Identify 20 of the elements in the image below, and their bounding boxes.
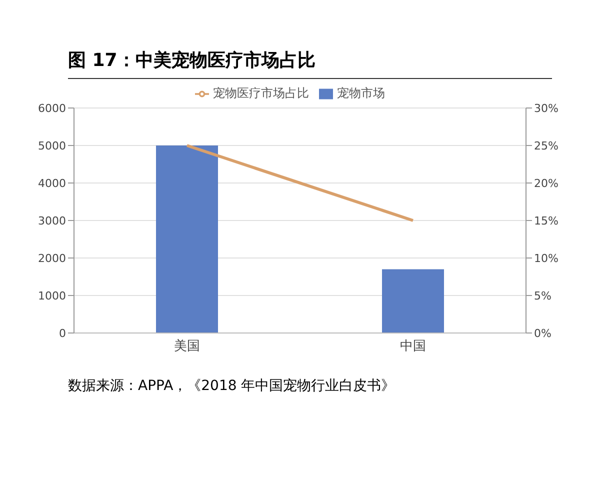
- y-tick-label: 3000: [38, 214, 66, 228]
- y2-tick-label: 0%: [534, 326, 552, 340]
- y2-tick-label: 25%: [534, 139, 558, 152]
- y-tick-label: 4000: [38, 176, 66, 190]
- x-tick-label: 美国: [174, 338, 200, 354]
- y2-tick-label: 5%: [534, 289, 552, 302]
- y2-tick-label: 15%: [534, 214, 558, 228]
- y-tick-label: 2000: [38, 252, 66, 265]
- legend-label: 宠物市场: [337, 86, 385, 100]
- y-tick-label: 1000: [38, 289, 66, 302]
- y-tick-label: 6000: [38, 102, 66, 115]
- y2-tick-label: 10%: [534, 252, 558, 265]
- y-tick-label: 5000: [38, 139, 66, 152]
- chart-title: 图 17：中美宠物医疗市场占比: [68, 8, 552, 79]
- x-tick-label: 中国: [400, 339, 426, 354]
- y-tick-label: 0: [59, 326, 66, 340]
- source-note: 数据来源：APPA，《2018 年中国宠物行业白皮书》: [67, 377, 396, 395]
- y2-tick-label: 30%: [534, 102, 558, 115]
- y2-tick-label: 20%: [534, 176, 558, 190]
- legend-label: 宠物医疗市场占比: [213, 86, 309, 100]
